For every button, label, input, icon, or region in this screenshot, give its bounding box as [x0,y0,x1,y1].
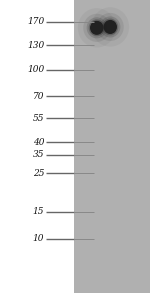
Ellipse shape [89,19,105,36]
Ellipse shape [100,16,120,38]
Text: 40: 40 [33,138,44,146]
Ellipse shape [87,17,107,38]
Text: 25: 25 [33,169,44,178]
Text: 170: 170 [27,18,44,26]
Ellipse shape [97,13,124,41]
Text: 10: 10 [33,234,44,243]
Text: 130: 130 [27,41,44,50]
Ellipse shape [103,20,117,34]
Text: 35: 35 [33,150,44,159]
Text: 100: 100 [27,65,44,74]
Text: 70: 70 [33,92,44,100]
Ellipse shape [91,7,129,47]
Ellipse shape [90,21,104,35]
Ellipse shape [83,14,110,42]
Bar [0,0,74,293]
Bar [74,0,150,293]
Ellipse shape [102,18,118,35]
Text: 55: 55 [33,114,44,123]
Ellipse shape [78,8,116,47]
Text: 15: 15 [33,207,44,216]
